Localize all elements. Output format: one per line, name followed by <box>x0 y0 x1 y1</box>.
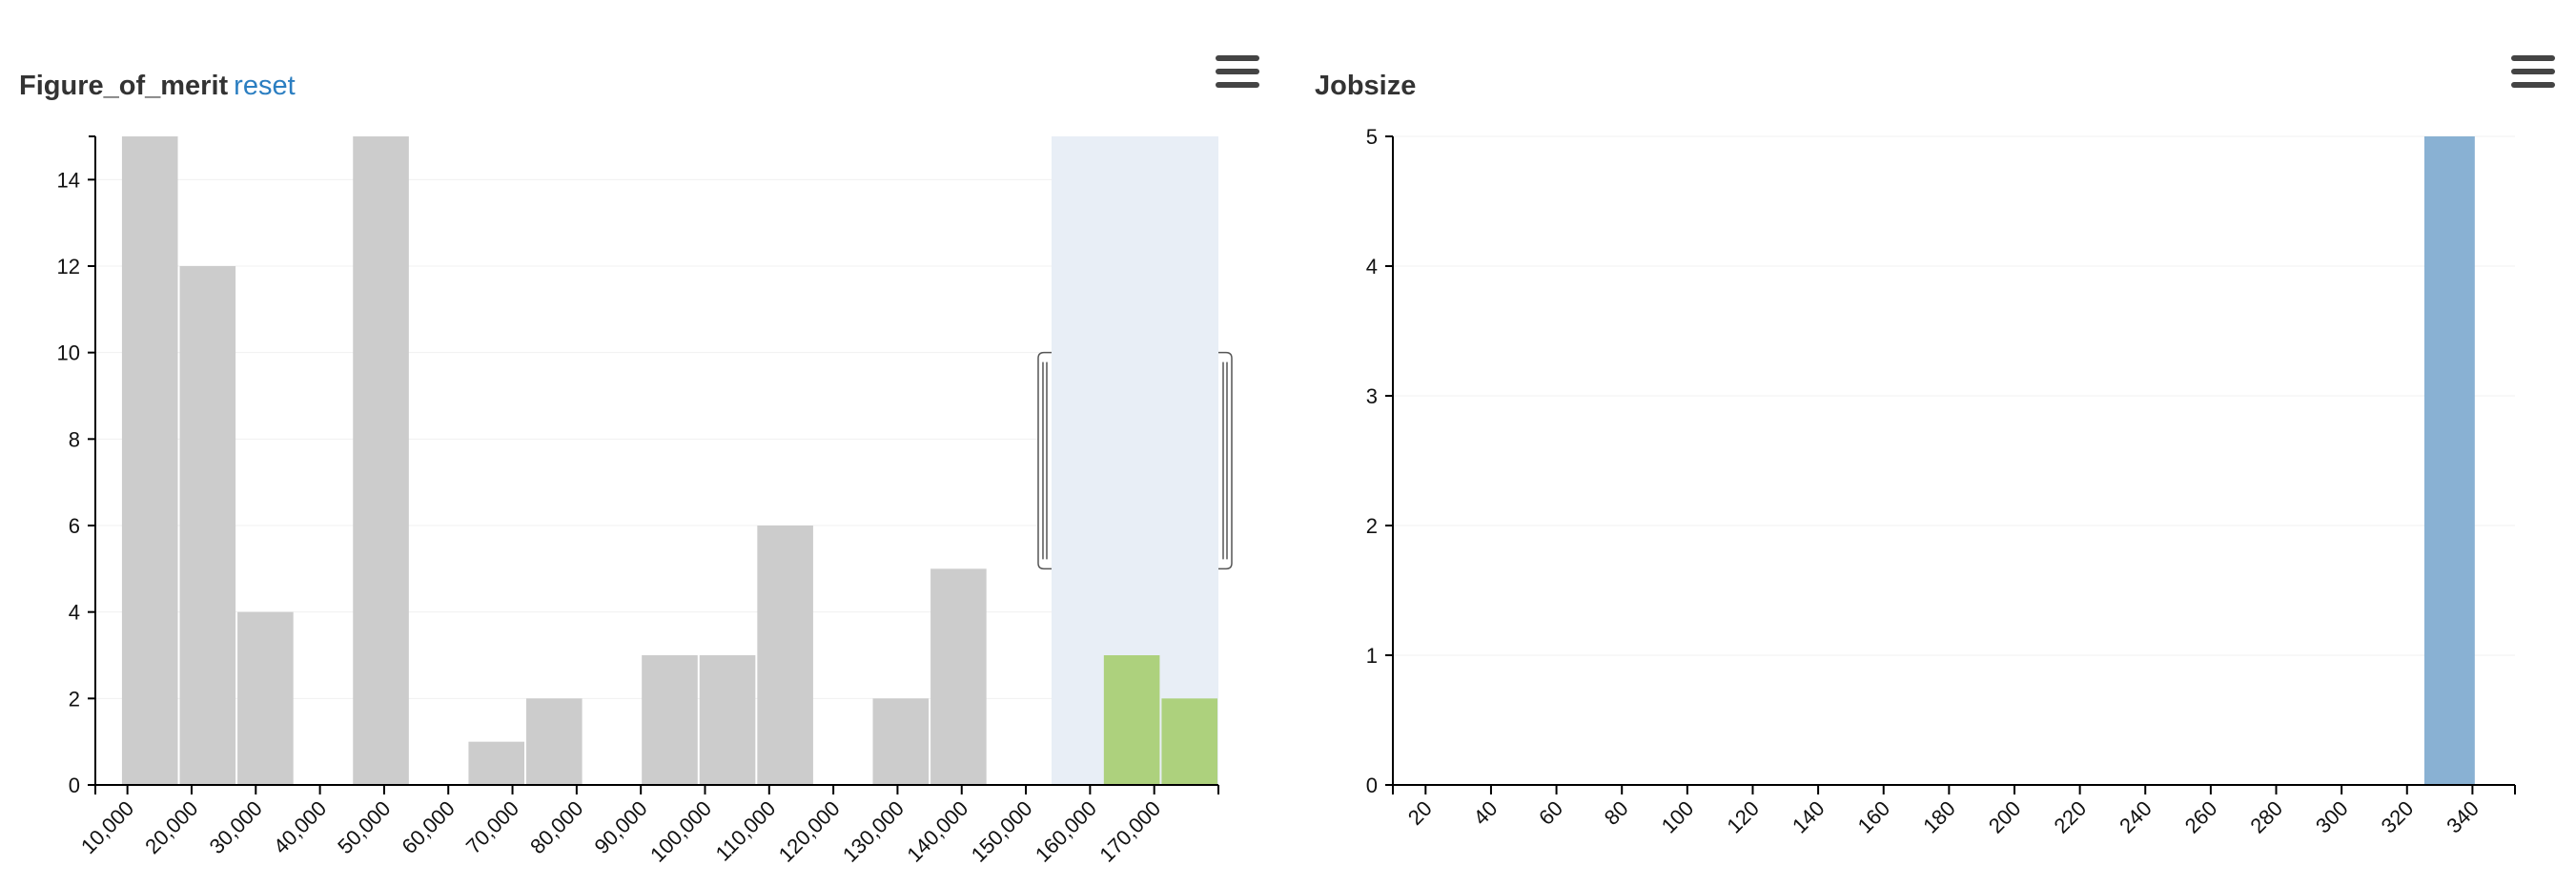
y-tick-label: 10 <box>57 341 80 365</box>
x-tick-label: 160,000 <box>1031 796 1101 867</box>
brush-handle-east[interactable] <box>1218 351 1233 570</box>
x-tick-label: 120,000 <box>774 796 845 867</box>
y-tick-label: 3 <box>1366 384 1378 408</box>
x-tick-label: 50,000 <box>333 796 395 858</box>
y-tick-label: 5 <box>1366 125 1378 149</box>
x-tick-label: 170,000 <box>1094 796 1165 867</box>
histogram-bar[interactable] <box>179 266 236 785</box>
brush-handle-west[interactable] <box>1037 351 1052 570</box>
figure-of-merit-chart[interactable]: 0 2 4 6 8 10 12 14 10,000 20,000 30,000 40,000 50,00… <box>0 0 1288 887</box>
histogram-bar[interactable] <box>1103 655 1160 785</box>
histogram-bar[interactable] <box>237 611 294 785</box>
x-tick-label: 130,000 <box>838 796 909 867</box>
histogram-bar[interactable] <box>642 655 698 785</box>
y-tick-label: 8 <box>69 427 80 451</box>
hamburger-menu-icon[interactable] <box>1216 52 1263 92</box>
x-tick-label: 60,000 <box>398 796 460 858</box>
y-tick-label: 12 <box>57 255 80 278</box>
y-tick-label: 4 <box>1366 255 1378 278</box>
x-tick-label: 60 <box>1534 796 1567 830</box>
hamburger-menu-icon[interactable] <box>2511 52 2559 92</box>
histogram-bar[interactable] <box>930 568 987 785</box>
histogram-bar[interactable] <box>757 526 813 785</box>
histogram-bar[interactable] <box>121 136 178 785</box>
reset-link[interactable]: reset <box>234 71 296 101</box>
x-tick-label: 90,000 <box>589 796 651 858</box>
x-tick-label: 220 <box>2050 796 2092 838</box>
x-tick-label: 20,000 <box>140 796 202 858</box>
x-tick-label: 150,000 <box>967 796 1037 867</box>
y-tick-label: 0 <box>69 774 80 797</box>
figure-of-merit-panel: Figure_of_merit reset 0 2 4 6 8 10 12 14 10,000 20… <box>0 0 1288 887</box>
x-tick-label: 180 <box>1918 796 1960 838</box>
histogram-bar[interactable] <box>872 698 930 785</box>
x-tick-label: 110,000 <box>711 796 781 866</box>
histogram-bar[interactable] <box>468 741 525 785</box>
histogram-bar[interactable] <box>2423 136 2475 785</box>
x-tick-label: 160 <box>1853 796 1895 838</box>
x-tick-label: 200 <box>1984 796 2026 838</box>
y-tick-label: 0 <box>1366 774 1378 797</box>
y-tick-label: 2 <box>69 687 80 711</box>
x-tick-label: 260 <box>2180 796 2222 838</box>
y-tick-label: 1 <box>1366 644 1378 668</box>
x-tick-label: 100,000 <box>645 796 716 867</box>
x-tick-label: 300 <box>2311 796 2353 838</box>
histogram-bar[interactable] <box>353 136 409 785</box>
jobsize-chart[interactable]: 0 1 2 3 4 5 20 40 60 80 100 120 140 160 180 200 220 240 26… <box>1288 0 2576 887</box>
jobsize-panel: Jobsize 0 1 2 3 4 5 20 40 60 80 100 120 140 160 180 200… <box>1288 0 2576 887</box>
x-tick-label: 320 <box>2377 796 2419 838</box>
y-tick-label: 4 <box>69 601 80 625</box>
x-tick-label: 80 <box>1600 796 1633 830</box>
chart-title: Figure_of_merit reset <box>19 71 296 101</box>
y-tick-label: 14 <box>57 168 80 192</box>
x-tick-label: 120 <box>1722 796 1764 838</box>
x-tick-label: 40,000 <box>269 796 331 858</box>
x-tick-label: 10,000 <box>76 796 138 858</box>
x-tick-label: 340 <box>2442 796 2484 838</box>
chart-title: Jobsize <box>1315 71 1417 101</box>
x-tick-label: 70,000 <box>461 796 523 858</box>
x-tick-label: 40 <box>1468 796 1502 830</box>
x-tick-label: 80,000 <box>525 796 587 858</box>
x-tick-label: 280 <box>2245 796 2287 838</box>
x-tick-label: 20 <box>1403 796 1437 830</box>
x-tick-label: 100 <box>1657 796 1699 838</box>
y-tick-label: 2 <box>1366 514 1378 538</box>
x-tick-label: 240 <box>2115 796 2157 838</box>
histogram-bar[interactable] <box>699 655 756 785</box>
histogram-bar[interactable] <box>526 698 583 785</box>
histogram-bar[interactable] <box>1161 698 1217 785</box>
x-tick-label: 140 <box>1788 796 1830 838</box>
x-tick-label: 140,000 <box>902 796 972 867</box>
y-tick-label: 6 <box>69 514 80 538</box>
x-tick-label: 30,000 <box>205 796 267 858</box>
